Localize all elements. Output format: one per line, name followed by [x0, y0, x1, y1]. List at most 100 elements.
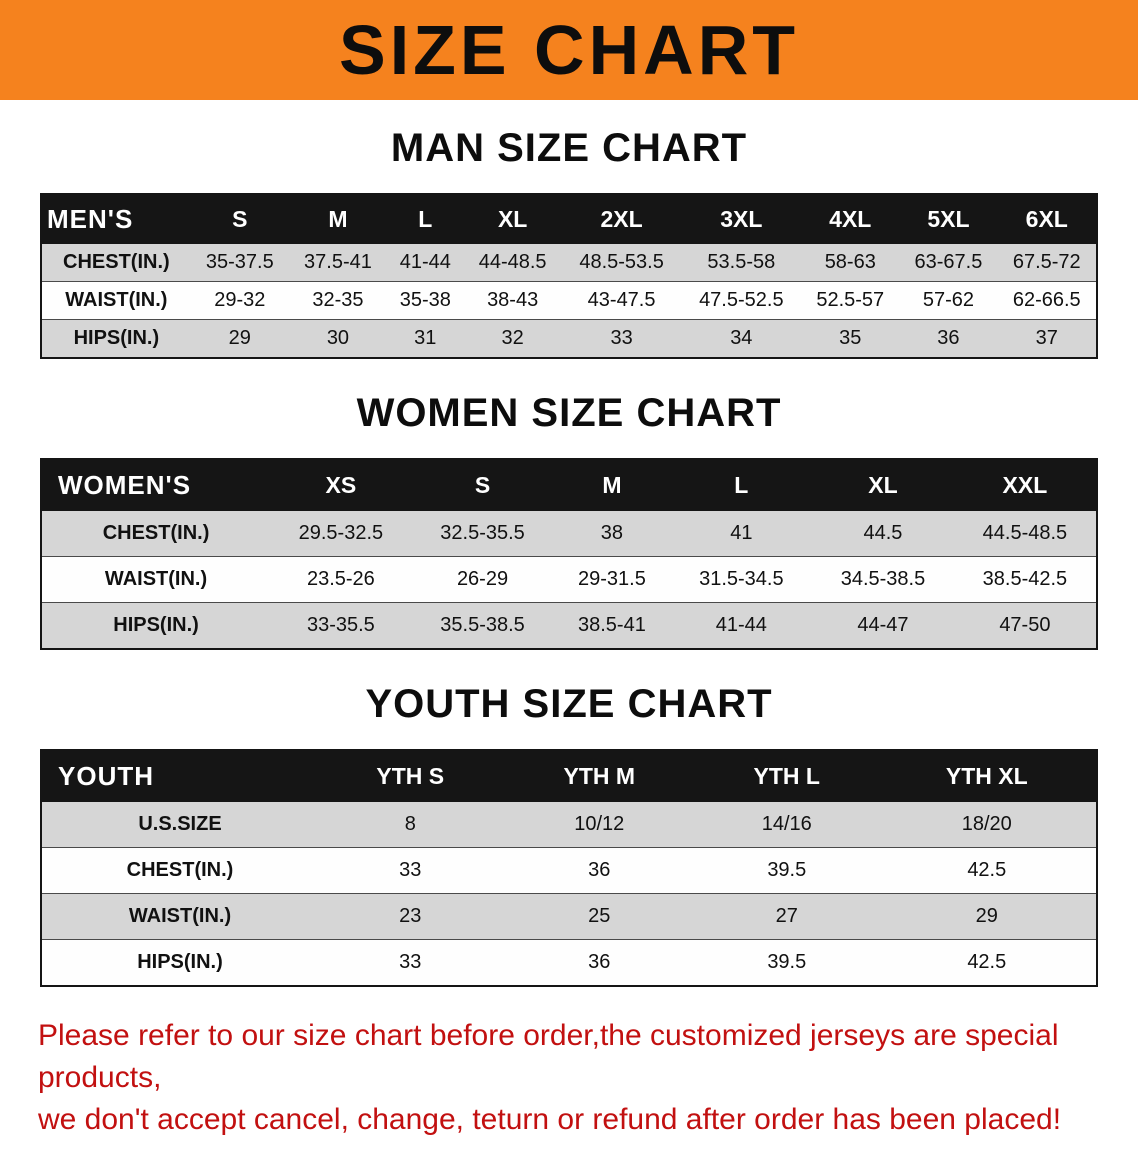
table-cell: 23 — [399, 905, 422, 927]
table-cell: 26-29 — [456, 568, 509, 590]
table-cell: 33 — [399, 951, 422, 973]
table-cell: 27 — [775, 905, 798, 927]
table-cell: 58-63 — [824, 251, 876, 273]
table-cell: 29-31.5 — [578, 568, 646, 590]
table-cell: 63-67.5 — [914, 251, 983, 273]
table-row: WAIST(IN.) 23 25 27 29 — [41, 893, 1097, 940]
table-cell: 8 — [404, 813, 416, 835]
youth-size-table: YOUTH YTH S YTH M YTH L YTH XL U.S.SIZE 8 10/12… — [40, 749, 1098, 987]
table-cell: 39.5 — [767, 859, 807, 881]
row-label: WAIST(IN.) — [104, 568, 208, 590]
table-cell: 29.5-32.5 — [298, 522, 384, 544]
column-header: S — [411, 459, 554, 511]
table-row: CHEST(IN.) 35-37.5 37.5-41 41-44 44-48.5 48.5… — [41, 244, 1097, 282]
table-row: CHEST(IN.) 33 36 39.5 42.5 — [41, 847, 1097, 894]
footer-note: Please refer to our size chart before or… — [0, 987, 1138, 1161]
women-section-heading: WOMEN SIZE CHART — [356, 391, 782, 435]
table-cell: 41-44 — [715, 614, 767, 636]
column-header: 3XL — [681, 194, 802, 244]
youth-size-section: YOUTH SIZE CHART YOUTH YTH S YTH M YTH L YTH… — [40, 682, 1098, 987]
table-cell: 36 — [588, 951, 611, 973]
table-cell: 32-35 — [312, 289, 364, 311]
note-line-1: Please refer to our size chart before or… — [38, 1019, 1059, 1094]
note-line-2: we don't accept cancel, change, teturn o… — [38, 1103, 1062, 1136]
row-label: HIPS(IN.) — [113, 614, 199, 636]
table-cell: 29 — [228, 327, 251, 349]
table-cell: 67.5-72 — [1012, 251, 1081, 273]
table-cell: 36 — [937, 327, 960, 349]
table-cell: 42.5 — [967, 859, 1007, 881]
column-header: M — [553, 459, 671, 511]
row-label: WAIST(IN.) — [65, 289, 168, 311]
table-row: CHEST(IN.) 29.5-32.5 32.5-35.5 38 41 44.5 44.5… — [41, 511, 1097, 557]
row-label: U.S.SIZE — [138, 813, 222, 835]
column-header: 4XL — [801, 194, 900, 244]
table-cell: 38-43 — [487, 289, 539, 311]
table-cell: 47-50 — [999, 614, 1051, 636]
men-size-table: MEN'S S M L XL 2XL 3XL 4XL 5XL 6XL CHEST(IN.) 35-37… — [40, 193, 1098, 359]
table-row: HIPS(IN.) 29 30 31 32 33 34 35 36 37 — [41, 319, 1097, 358]
column-header: 5XL — [899, 194, 998, 244]
column-header: 6XL — [997, 194, 1097, 244]
table-cell: 41 — [730, 522, 753, 544]
table-cell: 38.5-41 — [578, 614, 646, 636]
table-cell: 31 — [414, 327, 437, 349]
table-cell: 33 — [610, 327, 633, 349]
page-title: SIZE CHART — [339, 11, 799, 89]
table-cell: 29 — [975, 905, 998, 927]
women-size-table: WOMEN'S XS S M L XL XXL CHEST(IN.) 29.5-32.5 32.5… — [40, 458, 1098, 650]
table-row: WAIST(IN.) 23.5-26 26-29 29-31.5 31.5-34.5 34… — [41, 556, 1097, 603]
table-cell: 35 — [839, 327, 862, 349]
women-size-section: WOMEN SIZE CHART WOMEN'S XS S M L XL XXL CHEST(… — [40, 391, 1098, 650]
table-cell: 43-47.5 — [587, 289, 656, 311]
column-header: YTH L — [695, 750, 878, 802]
table-cell: 44.5 — [863, 522, 903, 544]
table-cell: 44-48.5 — [478, 251, 547, 273]
table-cell: 38 — [600, 522, 624, 544]
table-row: WAIST(IN.) 29-32 32-35 35-38 38-43 43-47.5 47.… — [41, 281, 1097, 320]
table-cell: 35-38 — [399, 289, 451, 311]
table-cell: 34.5-38.5 — [840, 568, 926, 590]
table-cell: 32 — [501, 327, 524, 349]
table-cell: 48.5-53.5 — [579, 251, 664, 273]
banner: SIZE CHART — [0, 0, 1138, 100]
table-cell: 52.5-57 — [816, 289, 885, 311]
column-header: YTH M — [502, 750, 696, 802]
table-row: HIPS(IN.) 33-35.5 35.5-38.5 38.5-41 41-44 44-… — [41, 602, 1097, 649]
table-corner-label: YOUTH — [41, 750, 318, 802]
row-label: WAIST(IN.) — [128, 905, 232, 927]
table-corner-label: WOMEN'S — [41, 459, 271, 511]
column-header: XL — [812, 459, 954, 511]
table-cell: 38.5-42.5 — [982, 568, 1068, 590]
table-cell: 62-66.5 — [1012, 289, 1081, 311]
column-header: S — [190, 194, 289, 244]
row-label: CHEST(IN.) — [102, 522, 210, 544]
men-size-section: MAN SIZE CHART MEN'S S M L XL 2XL 3XL 4XL 5XL 6XL… — [40, 126, 1098, 359]
table-cell: 37.5-41 — [304, 251, 372, 273]
column-header: XXL — [953, 459, 1097, 511]
table-cell: 37 — [1035, 327, 1058, 349]
table-cell: 53.5-58 — [707, 251, 776, 273]
table-cell: 31.5-34.5 — [699, 568, 784, 590]
column-header: YTH S — [318, 750, 503, 802]
table-cell: 25 — [588, 905, 611, 927]
content: MAN SIZE CHART MEN'S S M L XL 2XL 3XL 4XL 5XL 6XL… — [0, 126, 1138, 987]
table-cell: 35.5-38.5 — [440, 614, 525, 636]
row-label: CHEST(IN.) — [63, 251, 170, 273]
table-corner-label: MEN'S — [41, 194, 191, 244]
column-header: XL — [463, 194, 562, 244]
table-cell: 14/16 — [761, 813, 812, 835]
table-cell: 33 — [399, 859, 422, 881]
table-row: U.S.SIZE 8 10/12 14/16 18/20 — [41, 802, 1097, 848]
table-cell: 32.5-35.5 — [440, 522, 525, 544]
men-section-heading: MAN SIZE CHART — [390, 126, 748, 170]
table-cell: 34 — [730, 327, 753, 349]
table-cell: 41-44 — [399, 251, 451, 273]
table-cell: 10/12 — [574, 813, 625, 835]
youth-section-heading: YOUTH SIZE CHART — [365, 682, 773, 726]
table-row: HIPS(IN.) 33 36 39.5 42.5 — [41, 939, 1097, 986]
table-cell: 35-37.5 — [205, 251, 274, 273]
column-header: L — [387, 194, 464, 244]
table-cell: 36 — [588, 859, 611, 881]
column-header: L — [670, 459, 813, 511]
